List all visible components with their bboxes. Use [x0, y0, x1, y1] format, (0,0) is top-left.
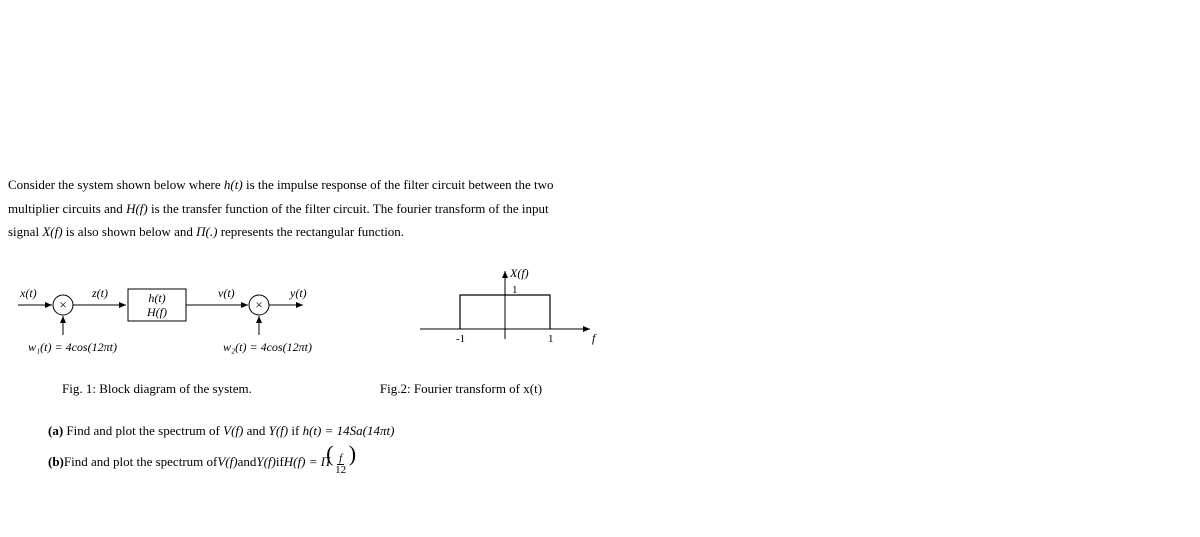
question-text: if	[291, 423, 302, 438]
label-Hf: H(f)	[146, 305, 167, 319]
intro-text: signal	[8, 224, 42, 239]
frac-num: f	[337, 453, 344, 465]
question-b: (b) Find and plot the spectrum of V(f) a…	[48, 449, 1200, 476]
figure-1-block-diagram: x(t) × w₁(t) = 4cos(12πt) z(t) h(t) H(f)…	[8, 269, 338, 363]
fraction: ( f 12 )	[331, 449, 350, 476]
intro-text: is the transfer function of the filter c…	[151, 201, 549, 216]
intro-text: is also shown below and	[66, 224, 196, 239]
label-one: 1	[512, 284, 518, 296]
question-text: and	[238, 454, 257, 470]
label-w2: w₂(t) = 4cos(12πt)	[223, 340, 312, 354]
question-Yf: Y(f)	[269, 423, 289, 438]
intro-text: is the impulse response of the filter ci…	[246, 177, 554, 192]
label-Xf: X(f)	[509, 269, 529, 280]
question-Vf: V(f)	[223, 423, 243, 438]
frac-den: 12	[334, 465, 347, 476]
intro-Xf: X(f)	[42, 224, 62, 239]
label-zt: z(t)	[91, 286, 108, 300]
intro-text: Consider the system shown below where	[8, 177, 224, 192]
problem-intro: Consider the system shown below where h(…	[8, 176, 1200, 241]
caption-row: Fig. 1: Block diagram of the system. Fig…	[8, 381, 1200, 397]
intro-text: multiplier circuits and	[8, 201, 126, 216]
multiplier-symbol: ×	[59, 297, 66, 312]
label-vt: v(t)	[218, 286, 235, 300]
question-text: Find and plot the spectrum of	[66, 423, 223, 438]
question-text: if	[276, 454, 284, 470]
intro-ht: h(t)	[224, 177, 243, 192]
label-ht: h(t)	[148, 291, 165, 305]
question-b-label: (b)	[48, 454, 64, 470]
label-plus1: 1	[548, 333, 554, 345]
question-Hf: H(f) = Π	[284, 454, 330, 470]
figure-2-spectrum: X(f) 1 -1 1 f	[400, 269, 630, 363]
question-Yf: Y(f)	[256, 454, 276, 470]
question-Vf: V(f)	[217, 454, 237, 470]
intro-Pi: Π(.)	[196, 224, 217, 239]
question-text: Find and plot the spectrum of	[64, 454, 217, 470]
label-xt: x(t)	[19, 286, 37, 300]
label-yt: y(t)	[289, 286, 307, 300]
question-a-label: (a)	[48, 423, 63, 438]
question-a: (a) Find and plot the spectrum of V(f) a…	[48, 423, 1200, 439]
question-ht: h(t) = 14Sa(14πt)	[303, 423, 395, 438]
questions: (a) Find and plot the spectrum of V(f) a…	[48, 423, 1200, 476]
intro-text: represents the rectangular function.	[221, 224, 404, 239]
intro-Hf: H(f)	[126, 201, 148, 216]
caption-fig2: Fig.2: Fourier transform of x(t)	[380, 381, 542, 397]
question-text: and	[247, 423, 269, 438]
multiplier-symbol: ×	[255, 297, 262, 312]
label-w1: w₁(t) = 4cos(12πt)	[28, 340, 117, 354]
caption-fig1: Fig. 1: Block diagram of the system.	[62, 381, 252, 397]
label-minus1: -1	[456, 333, 465, 345]
label-f: f	[592, 331, 597, 345]
